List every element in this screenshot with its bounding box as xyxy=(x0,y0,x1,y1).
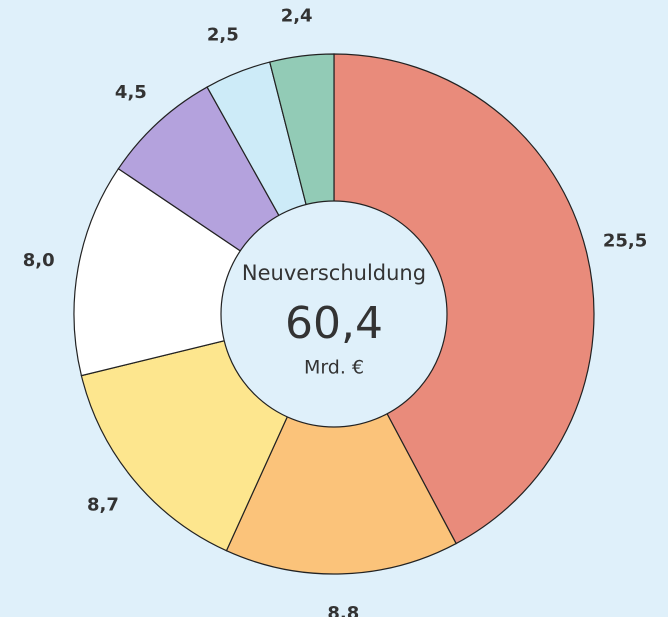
slice xyxy=(225,312,457,575)
value-label: 2,5 xyxy=(207,24,239,45)
value-label: 8,8 xyxy=(327,603,359,617)
value-label: 8,7 xyxy=(87,494,119,515)
value-label: 25,5 xyxy=(603,230,647,251)
slice xyxy=(333,53,595,545)
center-hole xyxy=(220,200,448,428)
center-value: 60,4 xyxy=(285,298,383,349)
center-unit: Mrd. € xyxy=(304,357,364,379)
value-label: 2,4 xyxy=(281,5,313,26)
value-label: 8,0 xyxy=(23,250,55,271)
center-title: Neuverschuldung xyxy=(242,261,426,285)
value-label: 4,5 xyxy=(115,82,147,103)
